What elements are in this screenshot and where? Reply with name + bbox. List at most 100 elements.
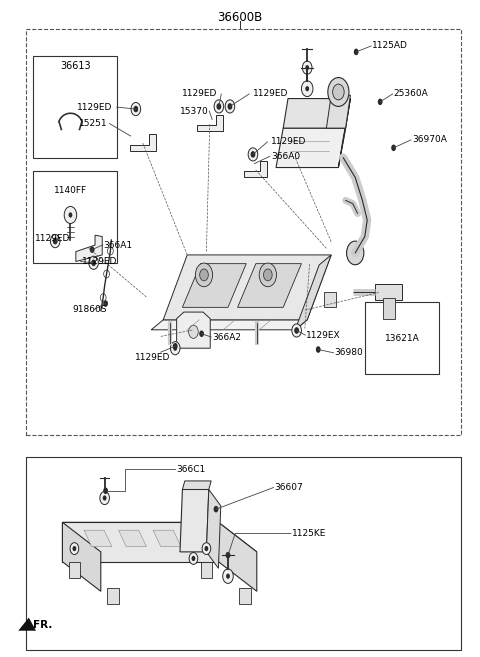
Circle shape bbox=[204, 546, 208, 551]
Polygon shape bbox=[239, 588, 251, 604]
Polygon shape bbox=[201, 562, 212, 578]
Circle shape bbox=[200, 269, 208, 281]
Text: 1140FF: 1140FF bbox=[54, 186, 87, 195]
Text: 366A2: 366A2 bbox=[212, 332, 241, 342]
Circle shape bbox=[72, 546, 76, 551]
Circle shape bbox=[228, 103, 232, 110]
Circle shape bbox=[214, 506, 218, 512]
Polygon shape bbox=[177, 312, 210, 348]
Text: 25360A: 25360A bbox=[394, 89, 428, 99]
Text: 91860S: 91860S bbox=[72, 305, 107, 314]
Text: 1129ED: 1129ED bbox=[77, 102, 113, 112]
Polygon shape bbox=[283, 99, 350, 128]
Circle shape bbox=[100, 491, 109, 505]
Circle shape bbox=[202, 543, 211, 555]
Polygon shape bbox=[238, 263, 301, 307]
Circle shape bbox=[354, 49, 359, 55]
Circle shape bbox=[90, 246, 95, 253]
Circle shape bbox=[225, 100, 235, 113]
Circle shape bbox=[328, 78, 349, 106]
Polygon shape bbox=[18, 618, 36, 631]
Circle shape bbox=[92, 260, 96, 265]
Circle shape bbox=[103, 487, 108, 494]
Circle shape bbox=[226, 574, 230, 579]
Polygon shape bbox=[324, 292, 336, 307]
Polygon shape bbox=[182, 263, 246, 307]
Circle shape bbox=[302, 61, 312, 74]
Polygon shape bbox=[383, 298, 395, 319]
Text: 1129ED: 1129ED bbox=[182, 89, 217, 99]
Bar bbox=[33, 171, 117, 263]
Text: 1129EX: 1129EX bbox=[306, 330, 341, 340]
Text: 13621A: 13621A bbox=[385, 334, 420, 343]
Circle shape bbox=[378, 99, 383, 105]
Circle shape bbox=[199, 330, 204, 337]
Polygon shape bbox=[276, 128, 346, 168]
Circle shape bbox=[103, 300, 108, 307]
Text: 1125AD: 1125AD bbox=[372, 41, 408, 51]
Polygon shape bbox=[107, 588, 119, 604]
Circle shape bbox=[333, 84, 344, 100]
Polygon shape bbox=[119, 530, 146, 547]
Text: 1125KE: 1125KE bbox=[292, 529, 326, 538]
Circle shape bbox=[294, 327, 299, 334]
Polygon shape bbox=[244, 161, 267, 177]
Circle shape bbox=[53, 238, 58, 244]
Circle shape bbox=[103, 495, 107, 501]
Circle shape bbox=[133, 106, 138, 112]
Circle shape bbox=[264, 269, 272, 281]
Circle shape bbox=[223, 569, 233, 583]
Circle shape bbox=[50, 235, 60, 248]
Polygon shape bbox=[206, 489, 221, 568]
Text: 36980: 36980 bbox=[335, 348, 363, 357]
Circle shape bbox=[192, 556, 195, 561]
Polygon shape bbox=[218, 522, 257, 591]
Circle shape bbox=[91, 260, 96, 266]
Text: 36600B: 36600B bbox=[217, 11, 263, 24]
Polygon shape bbox=[180, 489, 209, 552]
Circle shape bbox=[195, 263, 213, 286]
Circle shape bbox=[70, 543, 79, 555]
Circle shape bbox=[259, 263, 276, 286]
Circle shape bbox=[226, 552, 230, 558]
Circle shape bbox=[217, 104, 221, 109]
Polygon shape bbox=[326, 95, 350, 128]
Circle shape bbox=[251, 152, 255, 157]
Circle shape bbox=[131, 102, 141, 116]
Circle shape bbox=[391, 145, 396, 151]
Circle shape bbox=[170, 342, 180, 355]
Polygon shape bbox=[76, 235, 102, 261]
Polygon shape bbox=[69, 562, 80, 578]
Circle shape bbox=[248, 148, 258, 161]
Text: 1129ED: 1129ED bbox=[253, 89, 288, 99]
Text: 366A1: 366A1 bbox=[103, 240, 132, 250]
Text: 1129ED: 1129ED bbox=[271, 137, 307, 147]
Circle shape bbox=[189, 553, 198, 564]
Polygon shape bbox=[62, 522, 257, 552]
Circle shape bbox=[216, 103, 221, 110]
Text: 36613: 36613 bbox=[60, 61, 91, 71]
Polygon shape bbox=[130, 134, 156, 151]
Polygon shape bbox=[182, 481, 211, 489]
Circle shape bbox=[305, 86, 309, 91]
Polygon shape bbox=[295, 255, 331, 330]
Text: 1129ED: 1129ED bbox=[35, 234, 71, 243]
Circle shape bbox=[305, 65, 309, 70]
Bar bbox=[33, 56, 117, 158]
Circle shape bbox=[251, 151, 255, 158]
Circle shape bbox=[69, 212, 72, 217]
Circle shape bbox=[292, 324, 301, 337]
Circle shape bbox=[316, 346, 321, 353]
Polygon shape bbox=[62, 522, 218, 562]
Polygon shape bbox=[197, 115, 223, 131]
Text: 36970A: 36970A bbox=[412, 135, 447, 145]
Text: FR.: FR. bbox=[33, 620, 52, 631]
Bar bbox=[26, 29, 461, 435]
Circle shape bbox=[173, 346, 177, 351]
Text: 366C1: 366C1 bbox=[177, 464, 206, 474]
Text: 15251: 15251 bbox=[79, 119, 108, 128]
Circle shape bbox=[214, 100, 224, 113]
Polygon shape bbox=[338, 99, 350, 168]
Bar bbox=[365, 302, 439, 374]
Circle shape bbox=[89, 256, 98, 269]
